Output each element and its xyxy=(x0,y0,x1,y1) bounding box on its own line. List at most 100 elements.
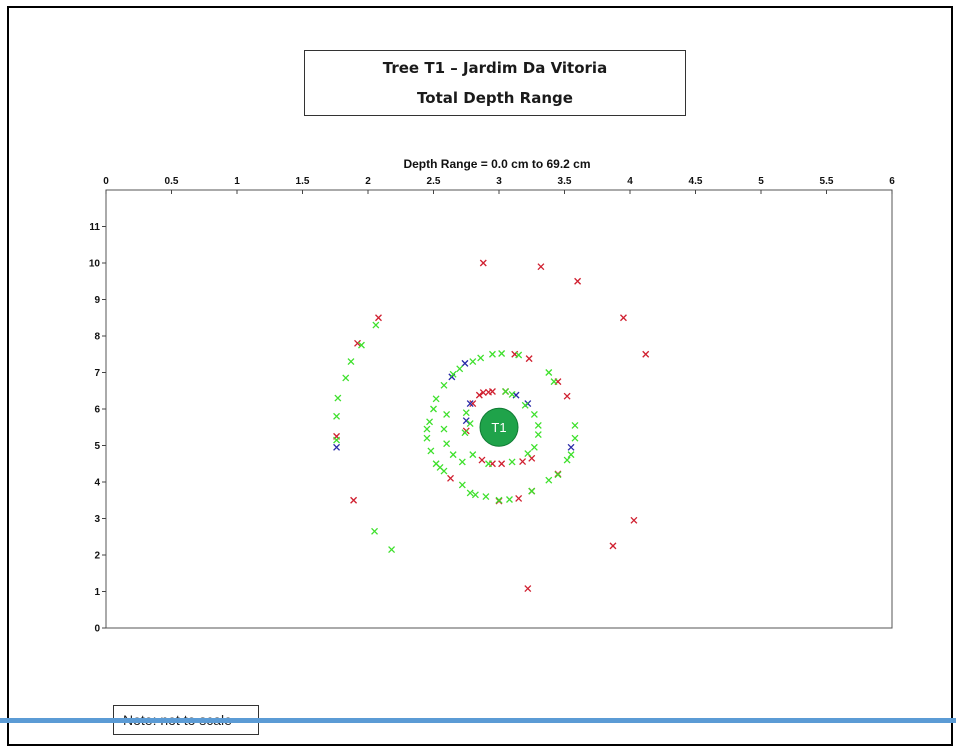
data-point xyxy=(545,369,553,376)
data-point xyxy=(525,355,533,363)
data-point xyxy=(475,391,483,399)
data-point xyxy=(449,451,457,459)
data-point xyxy=(423,434,431,442)
data-point xyxy=(619,314,627,322)
y-tick-label: 8 xyxy=(94,332,100,343)
x-tick-label: 2 xyxy=(365,176,371,187)
data-point xyxy=(495,496,503,504)
x-tick-label: 0 xyxy=(103,176,109,187)
y-tick-label: 9 xyxy=(94,295,100,306)
data-point xyxy=(563,392,571,400)
data-point xyxy=(471,491,479,499)
data-point xyxy=(354,339,361,347)
data-point xyxy=(443,411,451,418)
data-points xyxy=(333,259,650,593)
data-point xyxy=(430,405,437,413)
tree-label: T1 xyxy=(491,420,506,435)
chart-title-box: Tree T1 – Jardim Da Vitoria Total Depth … xyxy=(304,50,686,116)
data-point xyxy=(506,496,513,503)
data-point xyxy=(375,314,382,322)
data-point xyxy=(515,351,523,359)
x-tick-label: 4 xyxy=(627,176,633,187)
data-point xyxy=(456,365,464,373)
data-point xyxy=(521,401,529,409)
data-point xyxy=(350,496,358,504)
data-point xyxy=(642,350,650,358)
data-point xyxy=(508,458,516,466)
data-point xyxy=(534,421,542,429)
y-tick-label: 10 xyxy=(89,259,101,270)
data-point xyxy=(347,358,355,366)
y-tick-label: 4 xyxy=(94,478,100,489)
data-point xyxy=(530,443,538,451)
bottom-bar xyxy=(0,718,956,723)
data-point xyxy=(515,494,523,502)
data-point xyxy=(371,527,379,535)
data-point xyxy=(571,421,579,429)
data-point xyxy=(477,354,485,362)
data-point xyxy=(447,474,454,482)
x-tick-label: 5.5 xyxy=(820,176,834,187)
data-point xyxy=(498,350,506,357)
y-tick-label: 5 xyxy=(94,441,100,452)
data-point xyxy=(466,420,474,428)
data-point xyxy=(462,417,470,425)
data-point xyxy=(440,381,448,389)
data-point xyxy=(488,350,496,358)
data-point xyxy=(388,546,396,553)
data-point xyxy=(372,321,380,329)
data-point xyxy=(440,467,448,475)
data-point xyxy=(443,440,451,448)
x-tick-label: 3.5 xyxy=(558,176,572,187)
y-tick-label: 7 xyxy=(94,368,100,379)
y-tick-label: 2 xyxy=(94,551,100,562)
x-axis: 0 0.5 1 1.5 2 2.5 3 3.5 4 4.5 5 5.5 6 xyxy=(103,176,895,194)
y-axis: 0 1 2 3 4 5 6 7 8 9 10 11 xyxy=(89,222,106,635)
data-point xyxy=(571,434,579,442)
x-tick-label: 5 xyxy=(758,176,764,187)
data-point xyxy=(461,359,469,367)
x-tick-label: 6 xyxy=(889,176,895,187)
scatter-plot: Depth Range = 0.0 cm to 69.2 cm 0 0.5 1 1.5… xyxy=(89,157,895,635)
data-point xyxy=(466,489,474,497)
data-point xyxy=(508,390,516,398)
x-tick-label: 3 xyxy=(496,176,502,187)
data-point xyxy=(534,431,542,439)
data-point xyxy=(524,450,532,457)
y-tick-label: 11 xyxy=(89,222,100,233)
data-point xyxy=(482,493,490,501)
data-point xyxy=(333,436,341,444)
y-tick-label: 3 xyxy=(94,514,100,525)
x-tick-label: 2.5 xyxy=(427,176,441,187)
data-point xyxy=(357,341,365,349)
chart-title: Tree T1 – Jardim Da Vitoria xyxy=(382,59,608,77)
data-point xyxy=(469,400,477,407)
data-point xyxy=(440,425,448,433)
depth-range-subtitle: Depth Range = 0.0 cm to 69.2 cm xyxy=(403,157,590,171)
data-point xyxy=(469,358,477,366)
x-tick-label: 1 xyxy=(234,176,240,187)
data-point xyxy=(545,476,553,484)
data-point xyxy=(334,394,342,402)
data-point xyxy=(563,456,571,464)
y-tick-label: 6 xyxy=(94,405,100,416)
data-point xyxy=(537,263,545,271)
chart-title-subheading: Total Depth Range xyxy=(417,89,573,107)
data-point xyxy=(479,259,487,267)
data-point xyxy=(485,460,492,468)
data-point xyxy=(524,585,532,593)
data-point xyxy=(519,458,527,466)
data-point xyxy=(462,409,470,417)
data-point xyxy=(426,418,434,426)
tree-circle xyxy=(479,407,519,447)
data-point xyxy=(498,460,506,468)
tree-marker: T1 xyxy=(479,407,519,447)
data-point xyxy=(461,429,469,437)
x-tick-label: 1.5 xyxy=(296,176,310,187)
x-tick-label: 0.5 xyxy=(165,176,179,187)
data-point xyxy=(458,481,466,489)
x-tick-label: 4.5 xyxy=(689,176,703,187)
data-point xyxy=(554,471,562,479)
data-point xyxy=(333,443,341,451)
data-point xyxy=(528,487,536,495)
